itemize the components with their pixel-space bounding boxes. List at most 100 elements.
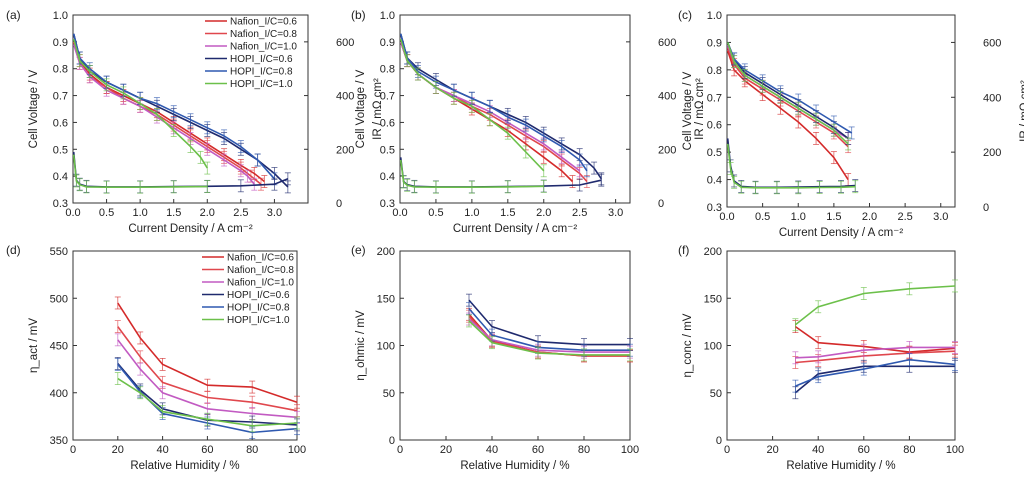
x-tick-label: 60 — [532, 444, 544, 456]
x-tick-label: 1.5 — [166, 207, 181, 219]
chart-panel-3: (c) 0.0 0.5 1.0 1.5 2.0 2.5 3.0 0.3 0.4 0.5 0.6 0.7 0… — [678, 8, 1024, 239]
legend-entry: Nafion_I/C=0.8 — [230, 29, 297, 40]
y-tick-label: 50 — [383, 388, 395, 400]
panel-label: (d) — [6, 243, 21, 257]
y2-axis-label: IR / mΩ cm² — [372, 78, 384, 140]
y-tick-label: 150 — [377, 293, 395, 305]
y-tick-label: 0.4 — [380, 171, 395, 183]
x-tick-label: 60 — [858, 444, 870, 456]
chart-panel-4: (d) 0 20 40 60 80 100 350 400 450 500 550 Relative H… — [6, 243, 306, 472]
y-tick-label: 350 — [50, 435, 68, 447]
series-line — [726, 138, 856, 189]
series-line — [399, 157, 602, 188]
legend-entry: HOPI_I/C=0.6 — [230, 54, 293, 65]
y-tick-label: 1.0 — [707, 10, 722, 22]
x-tick-label: 80 — [903, 444, 915, 456]
y-tick-label: 0.4 — [707, 175, 722, 187]
y-tick-label: 0.7 — [53, 91, 68, 103]
y-tick-label: 150 — [704, 293, 722, 305]
series-line — [726, 42, 849, 140]
y-tick-label: 0 — [389, 435, 395, 447]
x-tick-label: 20 — [766, 444, 778, 456]
y-tick-label: 0 — [716, 435, 722, 447]
series-line — [72, 44, 255, 185]
legend-entry: HOPI_I/C=1.0 — [230, 79, 293, 90]
y-axis-label: Cell Voltage / V — [355, 69, 367, 148]
y-tick-label: 1.0 — [53, 10, 68, 22]
y-tick-label: 0.3 — [53, 198, 68, 210]
y-tick-label: 200 — [704, 246, 722, 258]
chart-panel-2: (b) 0.0 0.5 1.0 1.5 2.0 2.5 3.0 0.3 0.4 0.5 0.6 0.7 0… — [351, 8, 706, 235]
x-axis-label: Current Density / A cm⁻² — [453, 223, 577, 235]
y-tick-label: 50 — [710, 388, 722, 400]
x-tick-label: 0 — [397, 444, 403, 456]
x-tick-label: 2.5 — [572, 207, 587, 219]
y-tick-label: 0.9 — [53, 37, 68, 49]
y2-tick-label: 400 — [983, 92, 1001, 104]
y-axis-label: η_conc / mV — [682, 313, 694, 377]
x-tick-label: 100 — [946, 444, 964, 456]
y-axis-label: Cell Voltage / V — [28, 69, 40, 148]
legend-entry: Nafion_I/C=0.6 — [230, 17, 297, 28]
y-tick-label: 0.4 — [53, 171, 68, 183]
x-tick-label: 2.5 — [233, 207, 248, 219]
x-tick-label: 0.0 — [392, 207, 407, 219]
x-tick-label: 3.0 — [933, 211, 948, 223]
y-tick-label: 0.3 — [380, 198, 395, 210]
chart-panel-1: (a) 0.0 0.5 1.0 1.5 2.0 2.5 3.0 0.3 0.4 0.5 0.6 0.7 0… — [6, 8, 384, 235]
y2-tick-label: 600 — [336, 37, 354, 49]
y2-tick-label: 400 — [336, 91, 354, 103]
y-tick-label: 0.5 — [380, 144, 395, 156]
series-line — [117, 302, 298, 403]
y2-tick-label: 600 — [658, 37, 676, 49]
y-tick-label: 0.9 — [707, 37, 722, 49]
x-tick-label: 80 — [246, 444, 258, 456]
x-tick-label: 3.0 — [608, 207, 623, 219]
y2-axis-label: IR / mΩ cm² — [694, 78, 706, 140]
x-tick-label: 0.0 — [65, 207, 80, 219]
x-axis-label: Relative Humidity / % — [460, 460, 569, 472]
series-line — [117, 363, 298, 434]
x-tick-label: 60 — [201, 444, 213, 456]
panel-label: (b) — [351, 8, 366, 22]
legend-entry: HOPI_I/C=0.6 — [227, 290, 290, 301]
y2-tick-label: 0 — [983, 202, 989, 214]
series-line — [117, 326, 298, 412]
x-tick-label: 3.0 — [267, 207, 282, 219]
x-axis-label: Relative Humidity / % — [786, 460, 895, 472]
chart-panel-6: (f) 0 20 40 60 80 100 0 50 100 150 200 Relative Humi… — [678, 243, 964, 472]
x-tick-label: 40 — [812, 444, 824, 456]
x-tick-label: 0 — [724, 444, 730, 456]
x-tick-label: 0.0 — [719, 211, 734, 223]
x-tick-label: 1.0 — [132, 207, 147, 219]
panel-label: (e) — [351, 243, 366, 257]
y-tick-label: 1.0 — [380, 10, 395, 22]
y-tick-label: 0.8 — [380, 64, 395, 76]
panel-label: (a) — [6, 8, 21, 22]
x-tick-label: 2.0 — [862, 211, 877, 223]
legend-entry: Nafion_I/C=0.8 — [227, 265, 294, 276]
series-line — [399, 41, 588, 183]
y-tick-label: 0.3 — [707, 202, 722, 214]
y2-axis-label: IR / mΩ cm² — [1019, 80, 1024, 142]
series-line — [399, 33, 602, 180]
series-line — [726, 47, 849, 148]
panel-label: (c) — [678, 8, 692, 22]
plot-frame — [399, 14, 631, 204]
x-tick-label: 20 — [440, 444, 452, 456]
legend-entry: HOPI_I/C=1.0 — [227, 315, 290, 326]
y-axis-label: η_act / mV — [28, 318, 40, 373]
y2-tick-label: 400 — [658, 91, 676, 103]
series-line — [399, 38, 545, 172]
y-axis-label: Cell Voltage / V — [682, 71, 694, 150]
series-line — [72, 154, 208, 188]
series-line — [72, 151, 289, 188]
y-axis-label: η_ohmic / mV — [355, 310, 367, 381]
x-tick-label: 2.0 — [536, 207, 551, 219]
x-tick-label: 0.5 — [428, 207, 443, 219]
legend-entry: HOPI_I/C=0.8 — [227, 303, 290, 314]
x-axis-label: Relative Humidity / % — [130, 460, 239, 472]
y-tick-label: 0.7 — [380, 91, 395, 103]
legend-entry: Nafion_I/C=0.6 — [227, 253, 294, 264]
series-line — [468, 299, 630, 346]
